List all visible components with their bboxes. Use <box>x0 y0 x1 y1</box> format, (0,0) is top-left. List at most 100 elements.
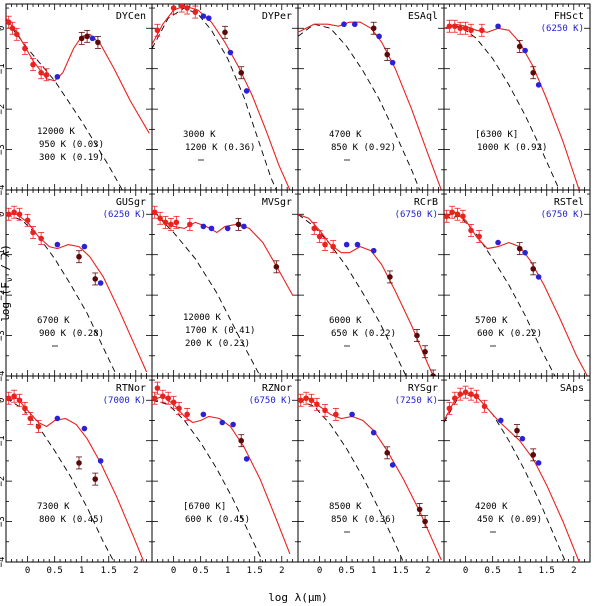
x-tick-label: 2 <box>133 566 138 576</box>
data-point-blue <box>200 223 207 230</box>
temperature-label: 800 K (0.45) <box>39 515 104 525</box>
x-tick-label: 1.5 <box>539 566 555 576</box>
data-point-red <box>462 25 469 32</box>
temperature-label: 3000 K <box>183 130 216 140</box>
x-tick-label: 1.5 <box>393 566 409 576</box>
data-point-blue <box>535 82 542 88</box>
data-point-dark <box>530 266 537 272</box>
data-point-red <box>481 403 488 410</box>
temperature-label: 12000 K <box>183 313 222 323</box>
panel-rstel: RSTel (6750 K) 5700 K 600 K (0.22) <box>443 189 591 377</box>
temperature-label: 8500 K <box>329 502 362 512</box>
data-point-red <box>333 411 339 418</box>
x-tick-label: 1.5 <box>101 566 117 576</box>
panel-dyper: DYPer 3000 K 1200 K (0.36) <box>151 3 299 191</box>
panel-title: DYCen <box>116 11 146 22</box>
x-tick-label: 0 <box>317 566 322 576</box>
temperature-label: 6000 K <box>329 316 362 326</box>
data-point-red <box>27 415 34 422</box>
data-point-blue <box>495 23 501 30</box>
data-point-dark <box>384 51 391 58</box>
data-point-dark <box>430 373 436 376</box>
data-point-red <box>152 209 158 216</box>
temperature-label: 7300 K <box>37 502 70 512</box>
data-point-blue <box>227 49 234 56</box>
photosphere-dashed-line <box>152 7 277 190</box>
data-point-blue <box>376 33 382 40</box>
data-point-blue <box>224 225 231 232</box>
data-point-blue <box>97 458 104 464</box>
data-point-red <box>476 233 482 240</box>
y-axis-label-main: log (F <box>0 282 12 322</box>
panel-title: RTNor <box>116 383 146 394</box>
temperature-label: 12000 K <box>37 127 76 137</box>
panel-plot-area <box>298 391 442 562</box>
data-point-blue <box>230 421 236 428</box>
data-point-blue <box>370 247 377 254</box>
x-tick-label: 1.5 <box>247 566 263 576</box>
data-point-blue <box>354 241 361 248</box>
panel-title: FHSct <box>554 11 584 22</box>
data-point-red <box>24 217 31 224</box>
temperature-label: 4700 K <box>329 130 362 140</box>
data-point-blue <box>81 425 88 432</box>
photosphere-dashed-line <box>152 399 264 562</box>
data-point-dark <box>222 29 228 36</box>
panel-rtnor: 0 −1 −2 −3 −4 0 0.5 1 1.5 2 RTNor (7000 K) 7300 K 800… <box>0 375 153 576</box>
data-point-red <box>38 235 44 242</box>
y-tick-label: −3 <box>0 330 7 341</box>
panel-plot-area <box>444 19 580 190</box>
temperature-label: 600 K (0.45) <box>185 515 250 525</box>
model-fit-line <box>6 397 145 562</box>
panel-plot-area <box>298 21 442 190</box>
temperature-label: 1700 K (0.41) <box>185 326 255 336</box>
x-tick-label: 2 <box>425 566 430 576</box>
photosphere-dashed-line <box>444 25 561 190</box>
x-tick-label: 0 <box>463 566 468 576</box>
x-tick-label: 0.5 <box>47 566 63 576</box>
panel-title: RZNor <box>262 383 292 394</box>
data-point-red <box>168 221 174 228</box>
y-tick-label: −3 <box>0 144 7 155</box>
model-fit-line <box>152 209 294 296</box>
temperature-label: 850 K (0.36) <box>331 515 396 525</box>
y-tick-label: −3 <box>0 516 7 527</box>
data-point-dark <box>422 348 428 355</box>
data-point-red <box>468 391 474 397</box>
data-point-blue <box>54 241 61 248</box>
model-fit-line <box>6 17 150 134</box>
panel-rcrb: RCrB (6750 K) 6000 K 650 K (0.22) <box>297 189 445 377</box>
data-point-red <box>460 213 466 220</box>
data-point-red <box>192 9 199 15</box>
panel-gusgr: 0 −1 −2 −3 −4 GUSgr (6250 K) 6700 K 900 K (0.28) <box>0 189 153 381</box>
data-point-blue <box>370 429 377 436</box>
data-point-red <box>154 27 161 34</box>
data-point-blue <box>200 13 207 19</box>
panel-esaql: ESAql 4700 K 850 K (0.92) <box>297 3 445 191</box>
data-point-red <box>30 229 36 236</box>
data-point-red <box>454 211 461 218</box>
data-point-blue <box>495 239 501 246</box>
data-point-dark <box>416 506 423 513</box>
data-point-dark <box>76 460 82 466</box>
x-tick-label: 1 <box>225 566 230 576</box>
data-point-red <box>462 389 469 395</box>
x-tick-label: 2 <box>571 566 576 576</box>
x-tick-label: 0.5 <box>339 566 355 576</box>
data-point-red <box>14 31 20 38</box>
data-point-blue <box>389 59 396 66</box>
data-point-red <box>444 213 450 220</box>
data-point-red <box>11 393 17 400</box>
data-point-red <box>308 397 315 404</box>
panel-plot-area <box>6 205 148 376</box>
data-point-dark <box>422 518 428 525</box>
temperature-label: 650 K (0.22) <box>331 329 396 339</box>
data-point-blue <box>341 21 347 28</box>
data-point-blue <box>535 460 542 466</box>
x-tick-label: 1 <box>371 566 376 576</box>
data-point-red <box>30 61 36 68</box>
data-point-dark <box>238 69 245 76</box>
y-tick-label: −1 <box>0 63 7 74</box>
data-point-dark <box>387 274 393 280</box>
panel-teff-label: (6750 K) <box>249 396 292 406</box>
